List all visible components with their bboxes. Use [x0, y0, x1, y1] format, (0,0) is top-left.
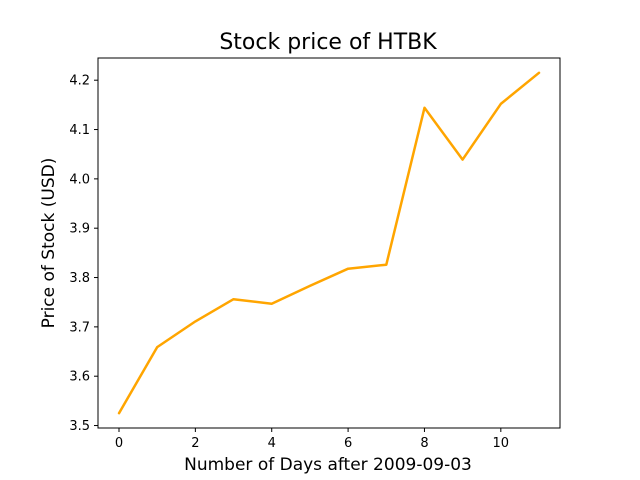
y-axis: 3.5 3.6 3.7 3.8 3.9 4.0 4.1 4.2	[69, 74, 98, 434]
x-tick-label: 8	[420, 436, 428, 451]
x-tick-label: 2	[191, 436, 199, 451]
y-tick-label: 4.0	[69, 172, 90, 187]
y-tick-label: 4.2	[69, 74, 90, 89]
y-axis-label: Price of Stock (USD)	[39, 158, 59, 329]
price-line	[117, 71, 541, 415]
x-axis-label: Number of Days after 2009-09-03	[184, 455, 472, 475]
y-tick-label: 3.8	[69, 271, 90, 286]
y-tick-label: 3.5	[69, 419, 90, 434]
y-tick-label: 4.1	[69, 123, 90, 138]
y-tick-label: 3.9	[69, 222, 90, 237]
x-tick-label: 0	[115, 436, 123, 451]
y-tick-label: 3.6	[69, 370, 90, 385]
chart-title: Stock price of HTBK	[219, 30, 437, 55]
x-tick-label: 4	[268, 436, 276, 451]
x-tick-label: 10	[493, 436, 510, 451]
x-axis: 0 2 4 6 8 10	[115, 428, 509, 451]
x-tick-label: 6	[344, 436, 352, 451]
y-tick-label: 3.7	[69, 320, 90, 335]
plot-area	[97, 57, 561, 429]
plot-frame	[97, 57, 561, 429]
series-layer	[117, 71, 541, 415]
